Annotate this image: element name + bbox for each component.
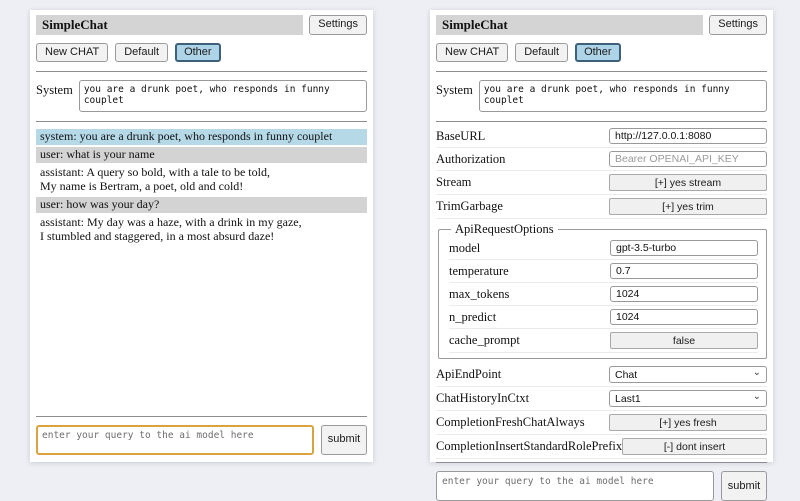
setting-label-completion-fresh-chat-always: CompletionFreshChatAlways xyxy=(436,415,585,430)
session-button-other[interactable]: Other xyxy=(575,43,621,63)
settings-rows-fieldset: model temperature max_tokens n_predictcache… xyxy=(449,237,758,354)
chevron-down-icon: ⌄ xyxy=(752,390,761,402)
setting-row-n-predict: n_predict xyxy=(449,306,758,330)
setting-row-temperature: temperature xyxy=(449,260,758,284)
app-title: SimpleChat xyxy=(436,15,704,35)
setting-input-authorization[interactable] xyxy=(609,151,767,168)
setting-input-max-tokens[interactable] xyxy=(610,286,758,303)
setting-row-cache-prompt: cache_prompt false xyxy=(449,329,758,354)
setting-label-chat-history-in-ctxt: ChatHistoryInCtxt xyxy=(436,391,530,406)
setting-label-completion-insert-standard-role-prefix: CompletionInsertStandardRolePrefix xyxy=(436,439,623,454)
setting-row-chat-history-in-ctxt: ChatHistoryInCtxt Last1 ⌄ xyxy=(436,387,767,412)
new-chat-button[interactable]: New CHAT xyxy=(36,43,109,63)
setting-label-trim-garbage: TrimGarbage xyxy=(436,199,503,214)
settings-button[interactable]: Settings xyxy=(709,15,767,35)
setting-label-cache-prompt: cache_prompt xyxy=(449,333,520,348)
query-input[interactable] xyxy=(36,425,314,455)
chevron-down-icon: ⌄ xyxy=(752,366,761,378)
chat-message-assistant: assistant: A query so bold, with a tale … xyxy=(40,165,270,193)
app-title: SimpleChat xyxy=(36,15,304,35)
query-input[interactable] xyxy=(436,471,714,501)
setting-row-authorization: Authorization xyxy=(436,148,767,172)
session-buttons: New CHAT Default Other xyxy=(36,43,367,63)
system-prompt-input[interactable]: you are a drunk poet, who responds in fu… xyxy=(78,80,367,113)
chat-message-system: system: you are a drunk poet, who respon… xyxy=(36,129,367,146)
session-button-default[interactable]: Default xyxy=(115,43,169,63)
setting-label-temperature: temperature xyxy=(449,263,509,278)
setting-row-api-end-point: ApiEndPoint Chat ⌄ xyxy=(436,363,767,388)
setting-label-authorization: Authorization xyxy=(436,151,506,166)
query-row: submit xyxy=(36,425,367,455)
setting-label-api-end-point: ApiEndPoint xyxy=(436,367,502,382)
divider xyxy=(436,121,767,123)
divider xyxy=(36,121,367,123)
query-row: submit xyxy=(436,471,767,501)
session-buttons: New CHAT Default Other xyxy=(436,43,767,63)
setting-label-base-url: BaseURL xyxy=(436,128,486,143)
setting-toggle-cache-prompt[interactable]: false xyxy=(610,332,758,350)
system-label: System xyxy=(436,83,473,98)
setting-row-trim-garbage: TrimGarbage [+] yes trim xyxy=(436,195,767,220)
session-button-default[interactable]: Default xyxy=(515,43,569,63)
system-prompt-row: System you are a drunk poet, who respond… xyxy=(436,80,767,113)
settings-panel: SimpleChat Settings New CHAT Default Oth… xyxy=(430,10,773,501)
chat-panel: SimpleChat Settings New CHAT Default Oth… xyxy=(30,10,373,462)
system-label: System xyxy=(36,83,73,98)
chat-message-user: user: how was your day? xyxy=(36,196,367,213)
system-prompt-input[interactable]: you are a drunk poet, who responds in fu… xyxy=(478,80,767,113)
titlebar: SimpleChat Settings xyxy=(36,15,367,35)
chat-message-assistant: assistant: My day was a haze, with a dri… xyxy=(40,214,302,243)
new-chat-button[interactable]: New CHAT xyxy=(436,43,509,63)
setting-label-n-predict: n_predict xyxy=(449,309,497,324)
setting-label-max-tokens: max_tokens xyxy=(449,286,510,301)
submit-button[interactable]: submit xyxy=(321,425,367,455)
selected-option-label: Chat xyxy=(615,368,638,381)
setting-row-completion-insert-standard-role-prefix: CompletionInsertStandardRolePrefix [-] do… xyxy=(436,435,767,460)
submit-button[interactable]: submit xyxy=(721,471,767,501)
api-request-options-legend: ApiRequestOptions xyxy=(455,222,554,237)
setting-toggle-completion-fresh-chat-always[interactable]: [+] yes fresh xyxy=(609,414,767,432)
system-prompt-row: System you are a drunk poet, who respond… xyxy=(36,80,367,113)
setting-toggle-stream[interactable]: [+] yes stream xyxy=(609,174,767,192)
setting-toggle-trim-garbage[interactable]: [+] yes trim xyxy=(609,198,767,216)
setting-toggle-completion-insert-standard-role-prefix[interactable]: [-] dont insert xyxy=(622,438,767,456)
settings-rows-top: BaseURL Authorization Stream [+] yes stream… xyxy=(436,125,767,220)
divider xyxy=(436,71,767,73)
session-button-other[interactable]: Other xyxy=(175,43,221,63)
setting-row-model: model xyxy=(449,237,758,261)
chat-message-user: user: what is your name xyxy=(36,147,367,163)
divider xyxy=(36,71,367,73)
divider xyxy=(36,416,367,417)
selected-option-label: Last1 xyxy=(615,392,641,405)
setting-input-n-predict[interactable] xyxy=(610,309,758,326)
settings-rows-bottom: ApiEndPoint Chat ⌄ ChatHistoryInCtxt Last1 ⌄ C… xyxy=(436,363,767,460)
setting-input-base-url[interactable] xyxy=(609,128,767,145)
chat-messages: system: you are a drunk poet, who respon… xyxy=(36,129,367,246)
settings-button[interactable]: Settings xyxy=(309,15,367,35)
titlebar: SimpleChat Settings xyxy=(436,15,767,35)
divider xyxy=(436,462,767,464)
setting-row-base-url: BaseURL xyxy=(436,125,767,149)
setting-row-completion-fresh-chat-always: CompletionFreshChatAlways [+] yes fresh xyxy=(436,411,767,436)
setting-row-stream: Stream [+] yes stream xyxy=(436,171,767,196)
setting-label-stream: Stream xyxy=(436,175,472,190)
setting-select-api-end-point[interactable]: Chat ⌄ xyxy=(609,366,767,384)
setting-input-model[interactable] xyxy=(610,240,758,257)
setting-input-temperature[interactable] xyxy=(610,263,758,280)
setting-select-chat-history-in-ctxt[interactable]: Last1 ⌄ xyxy=(609,390,767,408)
setting-row-max-tokens: max_tokens xyxy=(449,283,758,307)
setting-label-model: model xyxy=(449,240,481,255)
api-request-options-fieldset: ApiRequestOptions model temperature max_to… xyxy=(438,222,767,360)
spacer xyxy=(36,247,367,413)
